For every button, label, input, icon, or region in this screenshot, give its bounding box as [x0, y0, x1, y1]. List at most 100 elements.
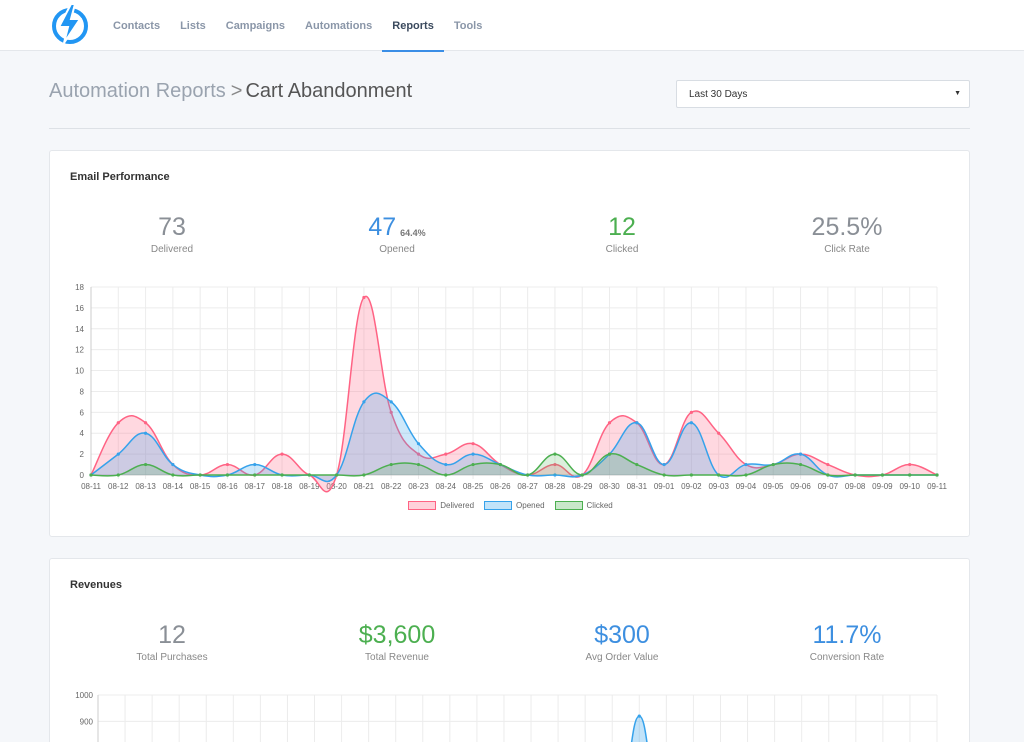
data-point-opened[interactable] [362, 400, 366, 404]
data-point-clicked[interactable] [935, 473, 939, 477]
stat-conversion-rate-value: 11.7% [812, 621, 882, 649]
stat-total-revenue-label: Total Revenue [365, 652, 429, 663]
legend-item-delivered[interactable]: Delivered [408, 501, 474, 510]
data-point-clicked[interactable] [280, 473, 284, 477]
data-point-opened[interactable] [143, 431, 148, 435]
data-point-clicked[interactable] [307, 473, 311, 477]
data-point-clicked[interactable] [607, 452, 612, 456]
data-point-clicked[interactable] [662, 473, 666, 477]
stat-click-rate-value: 25.5% [811, 213, 883, 241]
data-point-clicked[interactable] [635, 462, 639, 467]
data-point-clicked[interactable] [416, 462, 421, 467]
stat-clicked-label: Clicked [605, 244, 639, 255]
data-point-opened[interactable] [689, 421, 693, 425]
breadcrumb: Automation Reports > Cart Abandonment [49, 80, 412, 103]
data-point-clicked[interactable] [853, 473, 857, 477]
data-point-revenue[interactable] [637, 714, 641, 718]
x-tick-label: 09-11 [927, 482, 947, 491]
data-point-delivered[interactable] [362, 295, 366, 300]
data-point-clicked[interactable] [362, 473, 366, 477]
data-point-delivered[interactable] [280, 452, 284, 456]
data-point-opened[interactable] [798, 452, 803, 456]
data-point-opened[interactable] [553, 473, 557, 477]
data-point-opened[interactable] [471, 452, 475, 456]
stat-opened-value: 47 [368, 213, 397, 241]
x-tick-label: 09-07 [818, 482, 839, 491]
breadcrumb-parent[interactable]: Automation Reports [49, 80, 226, 102]
data-point-clicked[interactable] [744, 473, 748, 477]
data-point-opened[interactable] [662, 462, 666, 467]
data-point-clicked[interactable] [389, 462, 393, 467]
data-point-delivered[interactable] [471, 442, 475, 446]
data-point-opened[interactable] [444, 462, 448, 467]
chart-legend: Delivered Opened Clicked [50, 501, 971, 510]
data-point-delivered[interactable] [826, 462, 830, 467]
x-tick-label: 09-08 [845, 482, 866, 491]
legend-item-clicked[interactable]: Clicked [554, 501, 613, 510]
data-point-clicked[interactable] [89, 473, 93, 477]
legend-label: Delivered [440, 501, 475, 510]
x-tick-label: 08-22 [381, 482, 402, 491]
data-point-clicked[interactable] [908, 473, 912, 477]
data-point-opened[interactable] [416, 442, 421, 446]
x-tick-label: 08-28 [545, 482, 566, 491]
data-point-opened[interactable] [171, 462, 175, 467]
nav-item-automations[interactable]: Automations [305, 19, 373, 32]
data-point-delivered[interactable] [225, 462, 230, 467]
data-point-clicked[interactable] [771, 462, 775, 467]
data-point-delivered[interactable] [444, 452, 448, 456]
stat-total-revenue: $3,600 Total Revenue [285, 621, 509, 663]
top-navigation-bar: Contacts Lists Campaigns Automations Reports… [0, 0, 1024, 52]
data-point-delivered[interactable] [389, 410, 393, 414]
data-point-clicked[interactable] [880, 473, 885, 477]
data-point-opened[interactable] [116, 452, 120, 456]
data-point-opened[interactable] [253, 462, 257, 467]
nav-item-reports[interactable]: Reports [382, 0, 444, 52]
data-point-delivered[interactable] [717, 431, 721, 435]
data-point-clicked[interactable] [116, 473, 120, 477]
data-point-clicked[interactable] [198, 473, 202, 477]
data-point-clicked[interactable] [580, 473, 584, 477]
data-point-clicked[interactable] [826, 473, 830, 477]
data-point-clicked[interactable] [498, 462, 502, 467]
data-point-delivered[interactable] [553, 462, 557, 467]
stat-clicked-value: 12 [608, 213, 636, 241]
data-point-opened[interactable] [635, 421, 639, 425]
data-point-clicked[interactable] [689, 473, 693, 477]
data-point-clicked[interactable] [225, 473, 230, 477]
data-point-delivered[interactable] [607, 421, 612, 425]
x-tick-label: 08-14 [163, 482, 184, 491]
data-point-clicked[interactable] [717, 473, 721, 477]
data-point-clicked[interactable] [171, 473, 175, 477]
data-point-delivered[interactable] [908, 462, 912, 467]
page-title: Cart Abandonment [245, 80, 413, 102]
data-point-clicked[interactable] [553, 452, 557, 456]
data-point-clicked[interactable] [526, 473, 530, 477]
data-point-clicked[interactable] [143, 462, 148, 467]
series-area-revenue [630, 715, 648, 742]
legend-swatch [408, 501, 437, 510]
data-point-delivered[interactable] [143, 421, 148, 425]
data-point-delivered[interactable] [689, 410, 693, 414]
lightning-logo-icon[interactable] [50, 3, 90, 45]
data-point-clicked[interactable] [798, 462, 803, 467]
nav-item-tools[interactable]: Tools [453, 19, 483, 32]
y-tick-label: 16 [75, 304, 84, 313]
date-range-select[interactable]: Last 30 Days ▼ [676, 80, 970, 108]
nav-item-campaigns[interactable]: Campaigns [225, 19, 286, 32]
stat-click-rate: 25.5% Click Rate [735, 213, 959, 255]
x-tick-label: 08-19 [299, 482, 320, 491]
data-point-delivered[interactable] [116, 421, 120, 425]
data-point-clicked[interactable] [444, 473, 448, 477]
data-point-clicked[interactable] [471, 462, 475, 467]
data-point-clicked[interactable] [335, 473, 339, 477]
data-point-delivered[interactable] [416, 452, 421, 456]
stat-delivered: 73 Delivered [60, 213, 284, 255]
legend-item-opened[interactable]: Opened [484, 501, 545, 510]
nav-item-contacts[interactable]: Contacts [113, 19, 161, 32]
data-point-clicked[interactable] [253, 473, 257, 477]
x-tick-label: 08-17 [245, 482, 266, 491]
data-point-opened[interactable] [744, 462, 748, 467]
data-point-opened[interactable] [389, 400, 393, 404]
nav-item-lists[interactable]: Lists [180, 19, 206, 32]
